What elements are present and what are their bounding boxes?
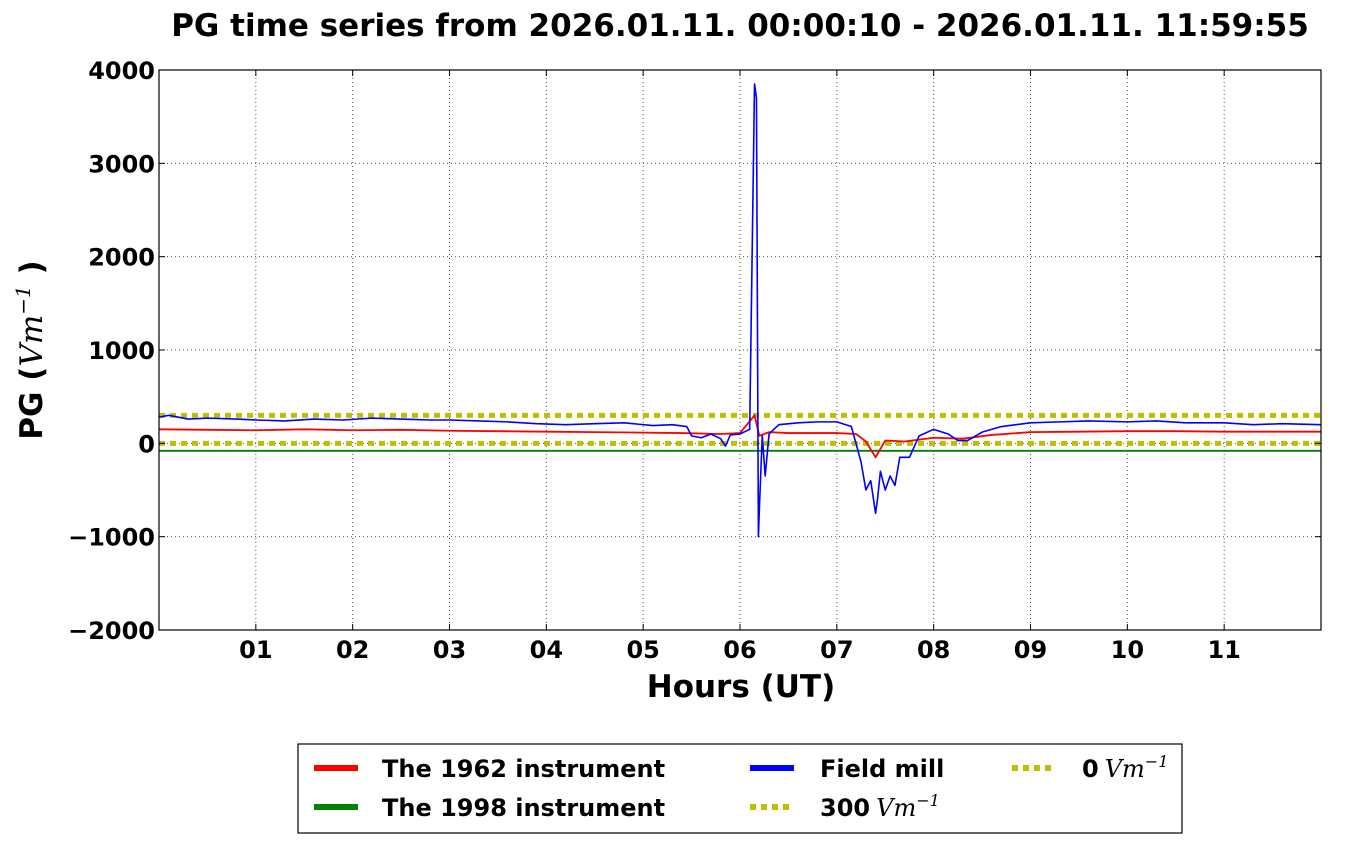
legend-label-300-exp: −1 [916,791,940,810]
series-1962-instrument [159,414,1321,459]
svg-text:PG (Vm−1 ): PG (Vm−1 ) [11,260,50,439]
legend-label-300: 300 Vm−1 [820,791,940,822]
x-tick-label-04: 04 [530,636,563,664]
legend-label-1998: The 1998 instrument [382,794,665,822]
y-tick-label-1: 3000 [88,150,155,178]
x-tick-label-06: 06 [723,636,756,664]
legend-label-0-value: 0 [1082,755,1099,783]
x-tick-label-02: 02 [336,636,369,664]
x-axis-label: Hours (UT) [647,669,836,705]
y-tick-label-4: 0 [138,430,155,458]
y-axis-label-prefix: PG ( [14,367,50,440]
y-tick-label-3: 1000 [88,337,155,365]
data-series [159,83,1321,538]
x-tick-label-07: 07 [820,636,853,664]
x-tick-label-08: 08 [917,636,950,664]
legend: The 1962 instrument The 1998 instrument … [297,743,1183,834]
x-tick-label-11: 11 [1207,636,1240,664]
y-axis-label-unit: Vm [14,315,50,367]
x-tick-label-03: 03 [433,636,466,664]
series-field-mill [159,83,1321,538]
y-tick-label-0: 4000 [88,57,155,85]
legend-label-0-exp: −1 [1145,752,1169,771]
y-axis-label: PG (Vm−1 ) [11,260,50,439]
y-tick-label-5: −1000 [68,524,155,552]
legend-label-300-value: 300 [820,794,870,822]
y-axis-label-exponent: −1 [11,285,35,314]
y-axis-ticks: 4000 3000 2000 1000 0 −1000 −2000 [68,57,1321,645]
x-tick-label-05: 05 [626,636,659,664]
chart-title: PG time series from 2026.01.11. 00:00:10… [171,8,1309,44]
x-tick-label-09: 09 [1014,636,1047,664]
y-tick-label-6: −2000 [68,617,155,645]
legend-label-0-unit: Vm [1105,755,1145,783]
y-tick-label-2: 2000 [88,244,155,272]
grid-lines [159,70,1321,630]
legend-label-0: 0 Vm−1 [1082,752,1168,783]
x-axis-ticks: 01 02 03 04 05 06 07 08 09 10 11 [239,70,1241,664]
legend-frame [297,743,1183,834]
x-tick-label-10: 10 [1111,636,1144,664]
y-axis-label-suffix: ) [14,260,50,285]
legend-label-field-mill: Field mill [820,755,944,783]
legend-label-300-unit: Vm [876,794,916,822]
x-tick-label-01: 01 [239,636,272,664]
legend-label-1962: The 1962 instrument [382,755,665,783]
